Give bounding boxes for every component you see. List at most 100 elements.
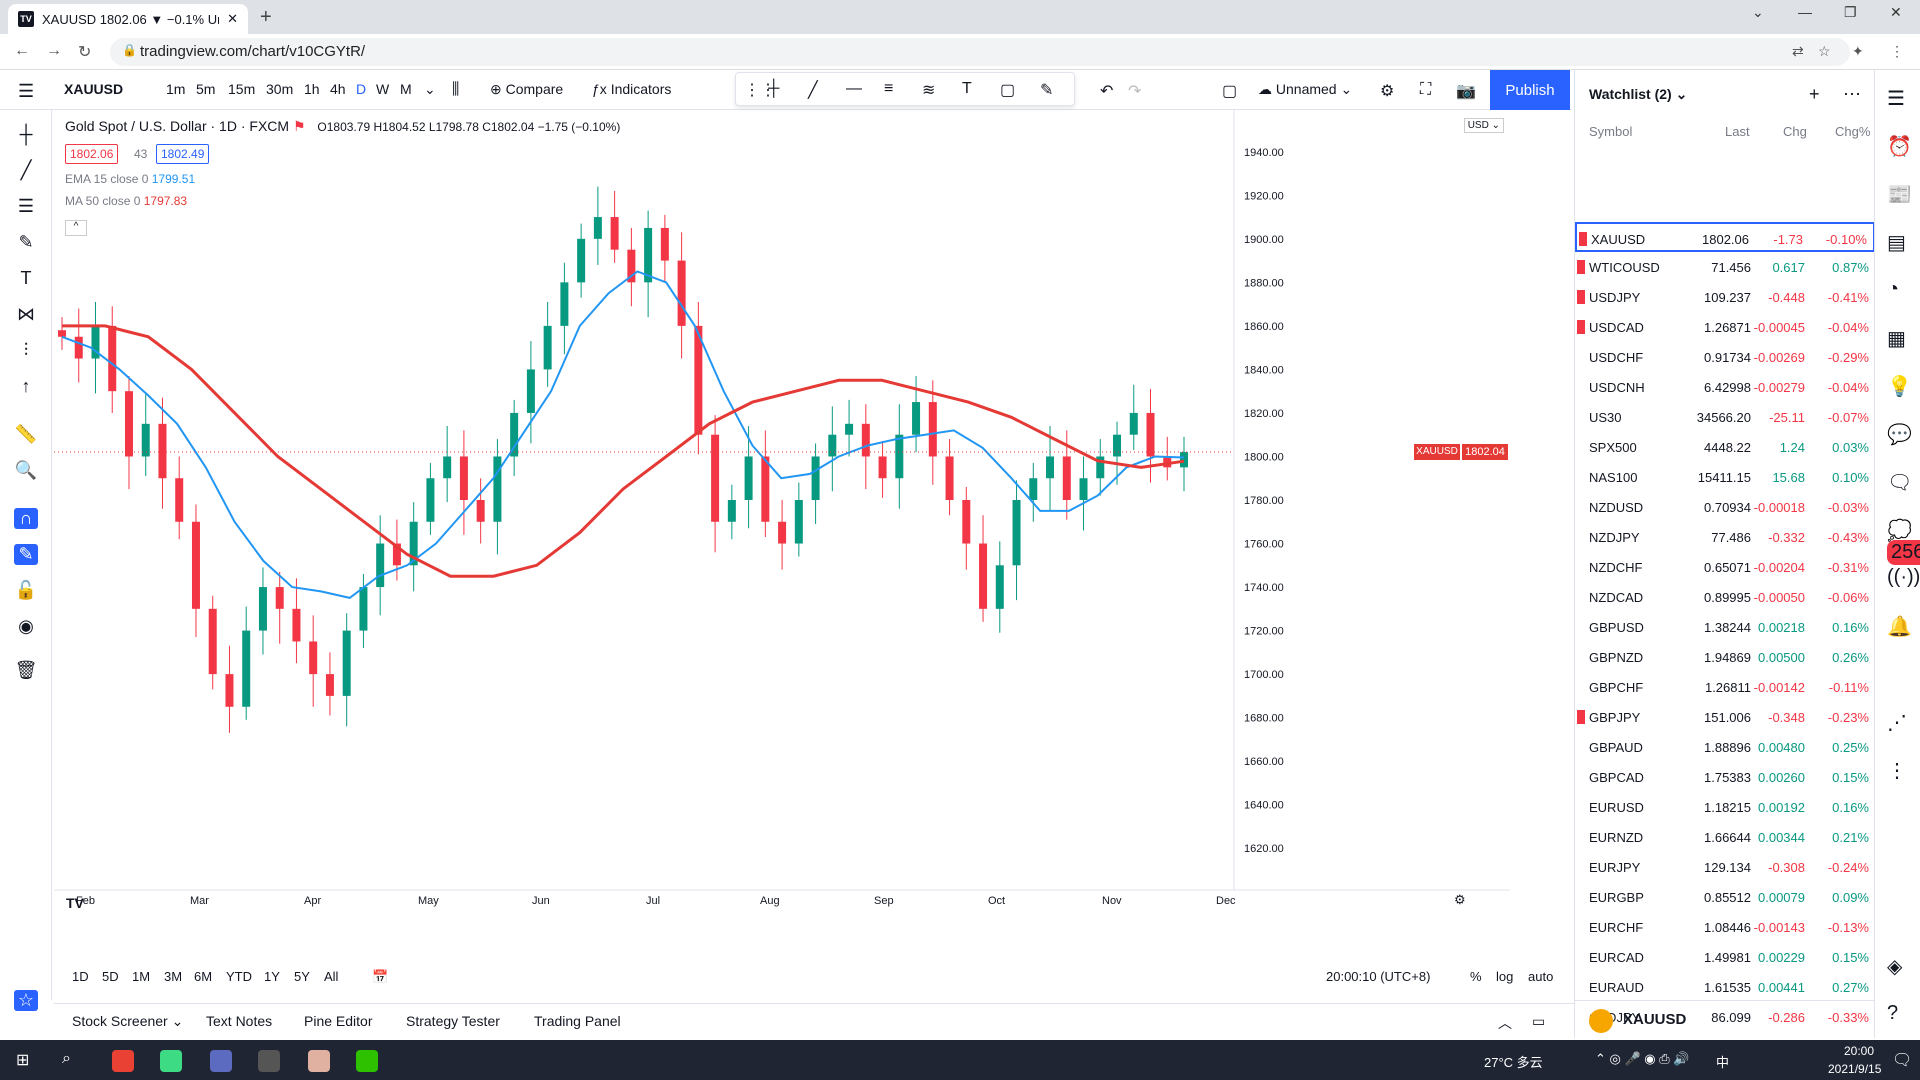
col-last[interactable]: Last bbox=[1725, 124, 1750, 139]
interval-m[interactable]: M bbox=[400, 81, 412, 97]
redo-icon[interactable]: ↷ bbox=[1128, 83, 1142, 100]
browser-tab[interactable]: TV XAUUSD 1802.06 ▼ −0.1% Un ✕ bbox=[8, 4, 248, 34]
watchlist-row-euraud[interactable]: EURAUD 1.61535 0.00441 0.27% bbox=[1575, 972, 1875, 1002]
horizontal-line-icon[interactable]: — bbox=[846, 80, 862, 97]
watchlist-row-spx500[interactable]: SPX500 4448.22 1.24 0.03% bbox=[1575, 432, 1875, 462]
interval-5m[interactable]: 5m bbox=[196, 81, 216, 97]
auto-toggle[interactable]: auto bbox=[1528, 969, 1554, 984]
zoom-icon[interactable]: 🔍 bbox=[14, 460, 38, 480]
bell-icon[interactable]: 🔔 bbox=[1887, 616, 1912, 638]
layers-icon[interactable]: ◈ bbox=[1887, 956, 1903, 978]
tray-icons[interactable]: ⌃ ◎ 🎤 ◉ ⎙ 🔊 bbox=[1595, 1051, 1690, 1066]
fullscreen-icon[interactable]: ⛶ bbox=[1420, 81, 1432, 98]
app-image-icon[interactable] bbox=[308, 1050, 330, 1072]
news-icon[interactable]: 📰 bbox=[1887, 184, 1912, 206]
taskbar-time[interactable]: 20:00 bbox=[1844, 1044, 1875, 1058]
ema-legend[interactable]: EMA 15 close 0 1799.51 bbox=[65, 172, 195, 186]
prediction-icon[interactable]: ⫶ bbox=[23, 340, 29, 360]
range-5y[interactable]: 5Y bbox=[294, 969, 310, 984]
range-3m[interactable]: 3M bbox=[164, 969, 183, 984]
streams-icon[interactable]: 💬 bbox=[1887, 424, 1912, 446]
watchlist-row-nzdusd[interactable]: NZDUSD 0.70934 -0.00018 -0.03% bbox=[1575, 492, 1875, 522]
flag-icon[interactable]: ⚑ bbox=[292, 118, 310, 134]
col-symbol[interactable]: Symbol bbox=[1589, 124, 1633, 139]
trend-line-icon[interactable]: ╱ bbox=[20, 160, 32, 180]
broadcast-icon[interactable]: ((·)) bbox=[1887, 566, 1920, 588]
hotlist-icon[interactable]: ◔ bbox=[1887, 278, 1900, 300]
tab-text-notes[interactable]: Text Notes bbox=[206, 1013, 273, 1029]
ma50-line[interactable] bbox=[62, 324, 1185, 578]
watchlist-row-eurchf[interactable]: EURCHF 1.08446 -0.00143 -0.13% bbox=[1575, 912, 1875, 942]
notification-center-icon[interactable]: 🗨 bbox=[1892, 1052, 1913, 1069]
pitchfork-icon[interactable]: ≋ bbox=[922, 82, 936, 99]
new-tab-icon[interactable]: + bbox=[260, 6, 272, 28]
collapse-panel-icon[interactable]: ︿ bbox=[1498, 1015, 1512, 1031]
watchlist-row-usdcnh[interactable]: USDCNH 6.42998 -0.00279 -0.04% bbox=[1575, 372, 1875, 402]
rectangle-icon[interactable]: ▢ bbox=[1000, 82, 1016, 99]
extensions-icon[interactable]: ✦ bbox=[1852, 43, 1864, 59]
symbol-search[interactable]: XAUUSD bbox=[64, 81, 124, 97]
maximize-icon[interactable]: ❐ bbox=[1844, 4, 1857, 20]
watchlist-row-nzdjpy[interactable]: NZDJPY 77.486 -0.332 -0.43% bbox=[1575, 522, 1875, 552]
close-window-icon[interactable]: ✕ bbox=[1890, 4, 1902, 20]
col-chg[interactable]: Chg bbox=[1783, 124, 1807, 139]
crosshair-icon[interactable]: ┼ bbox=[768, 80, 780, 97]
range-all[interactable]: All bbox=[324, 969, 339, 984]
range-1m[interactable]: 1M bbox=[132, 969, 151, 984]
watchlist-row-wticousd[interactable]: WTICOUSD 71.456 0.617 0.87% bbox=[1575, 252, 1875, 282]
drag-handle-icon[interactable]: ⋮⋮ bbox=[744, 82, 776, 99]
text-tool-icon[interactable]: T bbox=[962, 80, 972, 97]
tab-pine-editor[interactable]: Pine Editor bbox=[304, 1013, 373, 1029]
clock-readout[interactable]: 20:00:10 (UTC+8) bbox=[1326, 969, 1431, 984]
tab-stock-screener[interactable]: Stock Screener ⌄ bbox=[72, 1013, 184, 1029]
watchlist-row-gbpcad[interactable]: GBPCAD 1.75383 0.00260 0.15% bbox=[1575, 762, 1875, 792]
watchlist-row-eurusd[interactable]: EURUSD 1.18215 0.00192 0.16% bbox=[1575, 792, 1875, 822]
url-field[interactable]: 🔒 tradingview.com/chart/v10CGYtR/ bbox=[110, 38, 1850, 66]
settings-gear-icon[interactable]: ⚙ bbox=[1380, 83, 1395, 100]
watchlist-row-usdchf[interactable]: USDCHF 0.91734 -0.00269 -0.29% bbox=[1575, 342, 1875, 372]
app-green-icon[interactable] bbox=[160, 1050, 182, 1072]
col-chg-pct[interactable]: Chg% bbox=[1835, 124, 1871, 139]
watchlist-title-button[interactable]: Watchlist (2) ⌄ bbox=[1589, 86, 1688, 102]
flag-icon[interactable] bbox=[1579, 232, 1587, 246]
camera-icon[interactable]: 📷 bbox=[1456, 83, 1476, 100]
chevron-down-icon[interactable]: ⌄ bbox=[424, 81, 436, 97]
layout-name-button[interactable]: ☁ Unnamed ⌄ bbox=[1258, 81, 1353, 97]
collapse-legend-icon[interactable]: ^ bbox=[65, 220, 87, 236]
tab-search-icon[interactable]: ⌄ bbox=[1752, 4, 1764, 20]
forward-icon[interactable]: → bbox=[46, 42, 62, 59]
chats-icon[interactable]: 🗨 bbox=[1887, 472, 1913, 494]
lock-icon[interactable]: 🔓 bbox=[14, 580, 38, 600]
bid-price-box[interactable]: 1802.06 bbox=[65, 144, 119, 164]
price-chart-svg[interactable]: 1940.00 1920.00 1900.00 1880.00 1860.00 1840.… bbox=[54, 110, 1510, 930]
watchlist-row-nzdcad[interactable]: NZDCAD 0.89995 -0.00050 -0.06% bbox=[1575, 582, 1875, 612]
text-icon[interactable]: T bbox=[20, 268, 32, 288]
trend-line-icon[interactable]: ╱ bbox=[808, 82, 818, 99]
more-options-icon[interactable]: ⋯ bbox=[1843, 84, 1861, 104]
crosshair-icon[interactable]: ┼ bbox=[19, 124, 33, 144]
chart-pane[interactable]: 1940.00 1920.00 1900.00 1880.00 1860.00 1840.… bbox=[54, 110, 1510, 930]
percent-toggle[interactable]: % bbox=[1470, 969, 1482, 984]
currency-selector[interactable]: USD ⌄ bbox=[1463, 118, 1504, 133]
search-icon[interactable]: ⌕ bbox=[62, 1050, 71, 1067]
fib-retracement-icon[interactable]: ☰ bbox=[17, 196, 35, 216]
help-icon[interactable]: ? bbox=[1887, 1002, 1899, 1024]
watchlist-row-usdcad[interactable]: USDCAD 1.26871 -0.00045 -0.04% bbox=[1575, 312, 1875, 342]
publish-button[interactable]: Publish bbox=[1490, 70, 1570, 110]
taskbar-date[interactable]: 2021/9/15 bbox=[1828, 1062, 1882, 1076]
watchlist-row-usdjpy[interactable]: USDJPY 109.237 -0.448 -0.41% bbox=[1575, 282, 1875, 312]
watchlist-row-nzdchf[interactable]: NZDCHF 0.65071 -0.00204 -0.31% bbox=[1575, 552, 1875, 582]
interval-d[interactable]: D bbox=[356, 81, 367, 97]
translate-icon[interactable]: ⇄ bbox=[1792, 43, 1804, 59]
watchlist-row-gbpjpy[interactable]: GBPJPY 151.006 -0.348 -0.23% bbox=[1575, 702, 1875, 732]
notifications-icon[interactable]: 💭 bbox=[1887, 520, 1912, 542]
watchlist-icon[interactable]: ☰ bbox=[1887, 88, 1905, 110]
menu-dots-icon[interactable]: ⋮ bbox=[1890, 43, 1904, 59]
data-window-icon[interactable]: ▤ bbox=[1887, 232, 1906, 254]
dom-icon[interactable]: ⋰ bbox=[1887, 712, 1907, 734]
stay-drawing-icon[interactable]: ✎ bbox=[14, 544, 38, 565]
flag-icon[interactable] bbox=[1577, 710, 1585, 724]
interval-4h[interactable]: 4h bbox=[330, 81, 346, 97]
brush-icon[interactable]: ✎ bbox=[1040, 82, 1054, 99]
weather[interactable]: 27°C 多云 bbox=[1484, 1055, 1543, 1070]
